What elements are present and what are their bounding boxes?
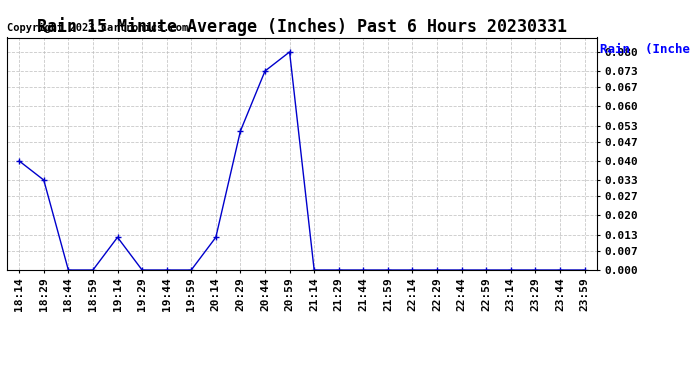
Rain  (Inches) <box>286 50 294 54</box>
Rain  (Inches) <box>457 268 466 272</box>
Rain  (Inches) <box>506 268 515 272</box>
Rain  (Inches) <box>433 268 441 272</box>
Rain  (Inches) <box>310 268 318 272</box>
Rain  (Inches) <box>138 268 146 272</box>
Rain  (Inches) <box>556 268 564 272</box>
Rain  (Inches) <box>482 268 491 272</box>
Rain  (Inches) <box>359 268 368 272</box>
Title: Rain 15 Minute Average (Inches) Past 6 Hours 20230331: Rain 15 Minute Average (Inches) Past 6 H… <box>37 17 567 36</box>
Rain  (Inches) <box>39 178 48 182</box>
Rain  (Inches) <box>408 268 417 272</box>
Text: Copyright 2023 Cartronics.com: Copyright 2023 Cartronics.com <box>7 23 188 33</box>
Rain  (Inches) <box>89 268 97 272</box>
Rain  (Inches) <box>335 268 343 272</box>
Line: Rain  (Inches): Rain (Inches) <box>17 49 587 273</box>
Rain  (Inches) <box>236 129 244 133</box>
Rain  (Inches) <box>187 268 195 272</box>
Rain  (Inches) <box>64 268 72 272</box>
Rain  (Inches) <box>531 268 540 272</box>
Rain  (Inches) <box>261 69 269 73</box>
Rain  (Inches) <box>212 235 220 240</box>
Rain  (Inches) <box>163 268 171 272</box>
Rain  (Inches) <box>15 159 23 163</box>
Rain  (Inches) <box>113 235 121 240</box>
Text: Rain  (Inches): Rain (Inches) <box>600 43 690 56</box>
Rain  (Inches) <box>580 268 589 272</box>
Rain  (Inches) <box>384 268 392 272</box>
